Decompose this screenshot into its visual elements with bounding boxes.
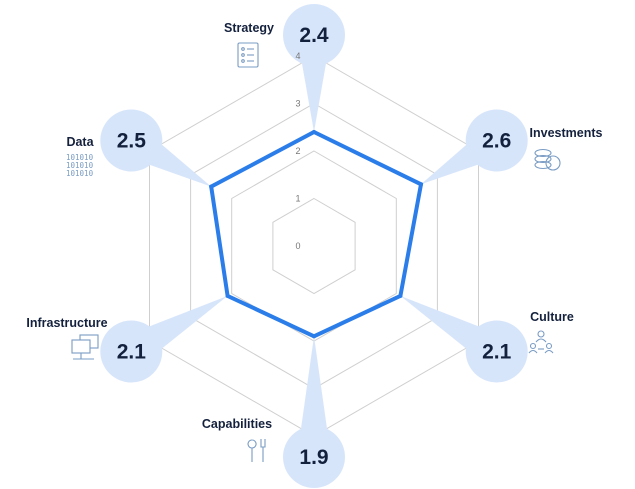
dimension-culture: Culture	[528, 310, 574, 354]
radar-series	[209, 129, 424, 339]
tick-label: 1	[295, 194, 300, 204]
person-body	[535, 338, 547, 343]
tools-icon	[247, 439, 266, 462]
coin	[534, 154, 552, 164]
coin	[534, 148, 552, 158]
score-pointer	[297, 336, 331, 457]
radar-tick-labels: 0 1 2 3 4	[295, 51, 300, 251]
score-label: 2.1	[117, 341, 147, 364]
doc-bullet	[241, 47, 245, 51]
dimension-label: Capabilities	[202, 417, 272, 431]
dimension-label: Strategy	[224, 21, 274, 35]
tick-label: 0	[295, 241, 300, 251]
score-label: 2.4	[299, 24, 329, 47]
wrench	[247, 439, 257, 462]
data-point-capabilities	[312, 334, 316, 339]
dimension-label: Investments	[530, 126, 603, 140]
data-point-culture	[398, 293, 403, 298]
dimension-strategy: Strategy	[224, 21, 274, 68]
data-polygon	[209, 129, 424, 339]
dimension-label: Culture	[530, 310, 574, 324]
dimension-label: Data	[66, 135, 94, 149]
person-head	[537, 330, 545, 338]
coin	[534, 160, 552, 170]
dimension-infrastructure: Infrastructure	[26, 316, 108, 360]
grid-ring-2	[231, 150, 397, 342]
person-head	[545, 342, 553, 350]
score-bubble	[465, 109, 528, 172]
coin-stack-icon	[534, 148, 561, 171]
tick-label: 2	[295, 146, 300, 156]
score-bubble	[283, 426, 345, 488]
score-label: 2.6	[482, 130, 511, 153]
score-bubble	[465, 320, 528, 383]
binary-row: 101010	[66, 161, 94, 170]
score-label: 2.1	[482, 341, 512, 364]
person-head	[529, 342, 537, 350]
data-point-data	[209, 184, 214, 189]
score-bubble	[100, 320, 163, 383]
doc-outline	[237, 42, 259, 68]
monitor-front	[71, 339, 91, 354]
coin-front	[545, 155, 561, 171]
tick-label: 4	[295, 51, 300, 61]
binary-row: 101010	[66, 153, 94, 162]
data-point-strategy	[312, 130, 316, 134]
score-bubble	[100, 109, 163, 172]
computer-network-icon	[71, 334, 99, 360]
score-bubbles: 2.4 2.6 2.1 1.9 2.1 2.5	[100, 4, 528, 488]
data-point-investments	[419, 182, 423, 187]
dimension-investments: Investments	[530, 126, 603, 171]
dimension-label: Infrastructure	[26, 316, 107, 330]
dimension-capabilities: Capabilities	[202, 417, 272, 462]
data-point-infrastructure	[225, 293, 230, 298]
person-body	[528, 349, 554, 354]
doc-bullet	[241, 53, 245, 57]
document-list-icon	[237, 42, 259, 68]
score-label: 1.9	[299, 446, 328, 469]
score-label: 2.5	[117, 130, 147, 153]
doc-bullet	[241, 59, 245, 63]
score-bubble	[283, 4, 345, 66]
screwdriver	[260, 439, 266, 462]
people-network-icon	[528, 330, 554, 354]
grid-ring-1	[272, 197, 356, 295]
binary-row: 101010	[66, 169, 94, 178]
dimension-labels: Strategy Investments Culture Capabilities In…	[26, 21, 603, 462]
tick-label: 3	[295, 99, 300, 109]
